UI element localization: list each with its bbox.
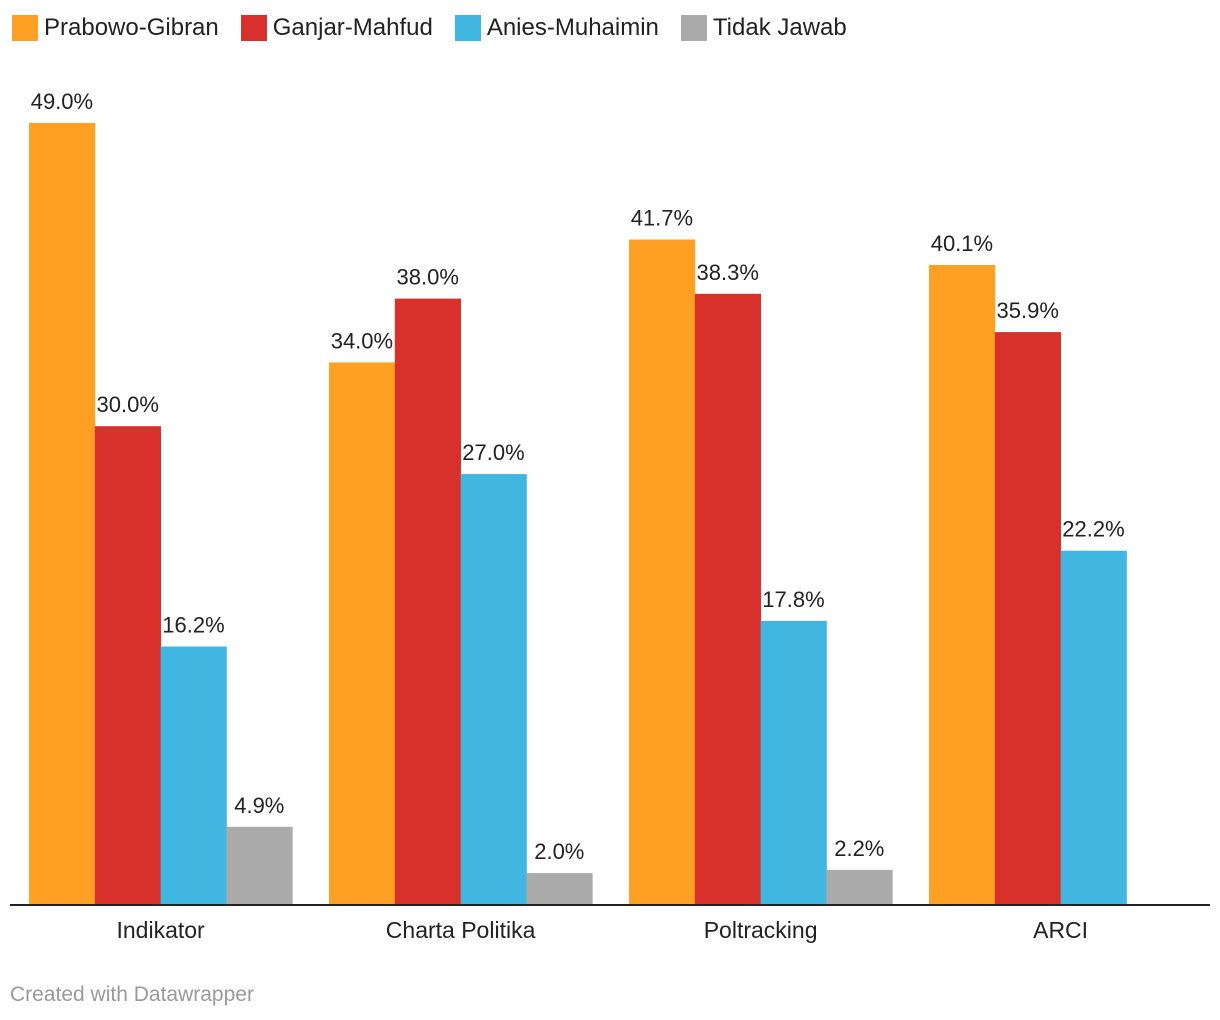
bar-ganjar-mahfud-charta-politika <box>394 298 461 906</box>
legend-swatch-ganjar-mahfud <box>240 15 267 41</box>
data-label-ganjar-mahfud-arci: 35.9% <box>997 298 1059 323</box>
bar-ganjar-mahfud-arci <box>994 332 1061 906</box>
data-label-prabowo-gibran-charta-politika: 34.0% <box>331 328 393 353</box>
bar-chart: 49.0% 30.0% 16.2% 4.9% Indikator 34.0% 38.0% 27… <box>10 89 1210 943</box>
bar-prabowo-gibran-charta-politika <box>329 362 396 905</box>
x-tick-label-poltracking: Poltracking <box>704 917 818 943</box>
bar-tidak-jawab-poltracking <box>826 869 893 905</box>
data-label-anies-muhaimin-charta-politika: 27.0% <box>462 440 524 465</box>
legend-item-prabowo-gibran: Prabowo-Gibran <box>12 13 219 43</box>
legend-item-anies-muhaimin: Anies-Muhaimin <box>454 13 659 43</box>
legend-label-prabowo-gibran: Prabowo-Gibran <box>44 14 219 41</box>
data-label-anies-muhaimin-poltracking: 17.8% <box>762 587 824 612</box>
bar-ganjar-mahfud-indikator <box>94 426 161 905</box>
data-label-ganjar-mahfud-poltracking: 38.3% <box>697 260 759 285</box>
legend-item-ganjar-mahfud: Ganjar-Mahfud <box>240 13 433 43</box>
data-label-ganjar-mahfud-charta-politika: 38.0% <box>397 265 459 290</box>
bar-anies-muhaimin-arci <box>1060 550 1127 905</box>
legend-swatch-anies-muhaimin <box>454 15 481 41</box>
data-label-ganjar-mahfud-indikator: 30.0% <box>97 392 159 417</box>
data-label-prabowo-gibran-indikator: 49.0% <box>31 89 93 114</box>
bar-anies-muhaimin-indikator <box>160 646 227 905</box>
legend-swatch-tidak-jawab <box>680 15 707 41</box>
legend-label-tidak-jawab: Tidak Jawab <box>712 14 847 41</box>
x-tick-label-charta-politika: Charta Politika <box>386 917 536 943</box>
bar-prabowo-gibran-poltracking <box>629 239 696 905</box>
bar-ganjar-mahfud-poltracking <box>694 293 761 905</box>
data-label-tidak-jawab-poltracking: 2.2% <box>834 836 884 861</box>
x-tick-label-arci: ARCI <box>1033 917 1088 943</box>
chart-legend: Prabowo-Gibran Ganjar-Mahfud Anies-Muhai… <box>12 13 869 43</box>
data-label-prabowo-gibran-poltracking: 41.7% <box>631 206 693 231</box>
legend-label-ganjar-mahfud: Ganjar-Mahfud <box>272 14 433 41</box>
data-label-prabowo-gibran-arci: 40.1% <box>931 231 993 256</box>
legend-label-anies-muhaimin: Anies-Muhaimin <box>486 14 659 41</box>
data-label-tidak-jawab-charta-politika: 2.0% <box>534 839 584 864</box>
bar-tidak-jawab-indikator <box>226 826 293 905</box>
legend-item-tidak-jawab: Tidak Jawab <box>680 13 847 43</box>
footer-credit: Created with Datawrapper <box>10 983 254 1006</box>
data-label-anies-muhaimin-arci: 22.2% <box>1062 517 1124 542</box>
x-tick-label-indikator: Indikator <box>116 917 205 943</box>
bar-anies-muhaimin-poltracking <box>760 620 827 905</box>
data-label-anies-muhaimin-indikator: 16.2% <box>162 613 224 638</box>
bar-tidak-jawab-charta-politika <box>526 873 593 905</box>
bar-prabowo-gibran-arci <box>929 265 996 905</box>
legend-swatch-prabowo-gibran <box>12 15 38 41</box>
bar-anies-muhaimin-charta-politika <box>460 474 527 905</box>
data-label-tidak-jawab-indikator: 4.9% <box>234 793 284 818</box>
bar-prabowo-gibran-indikator <box>29 123 96 905</box>
